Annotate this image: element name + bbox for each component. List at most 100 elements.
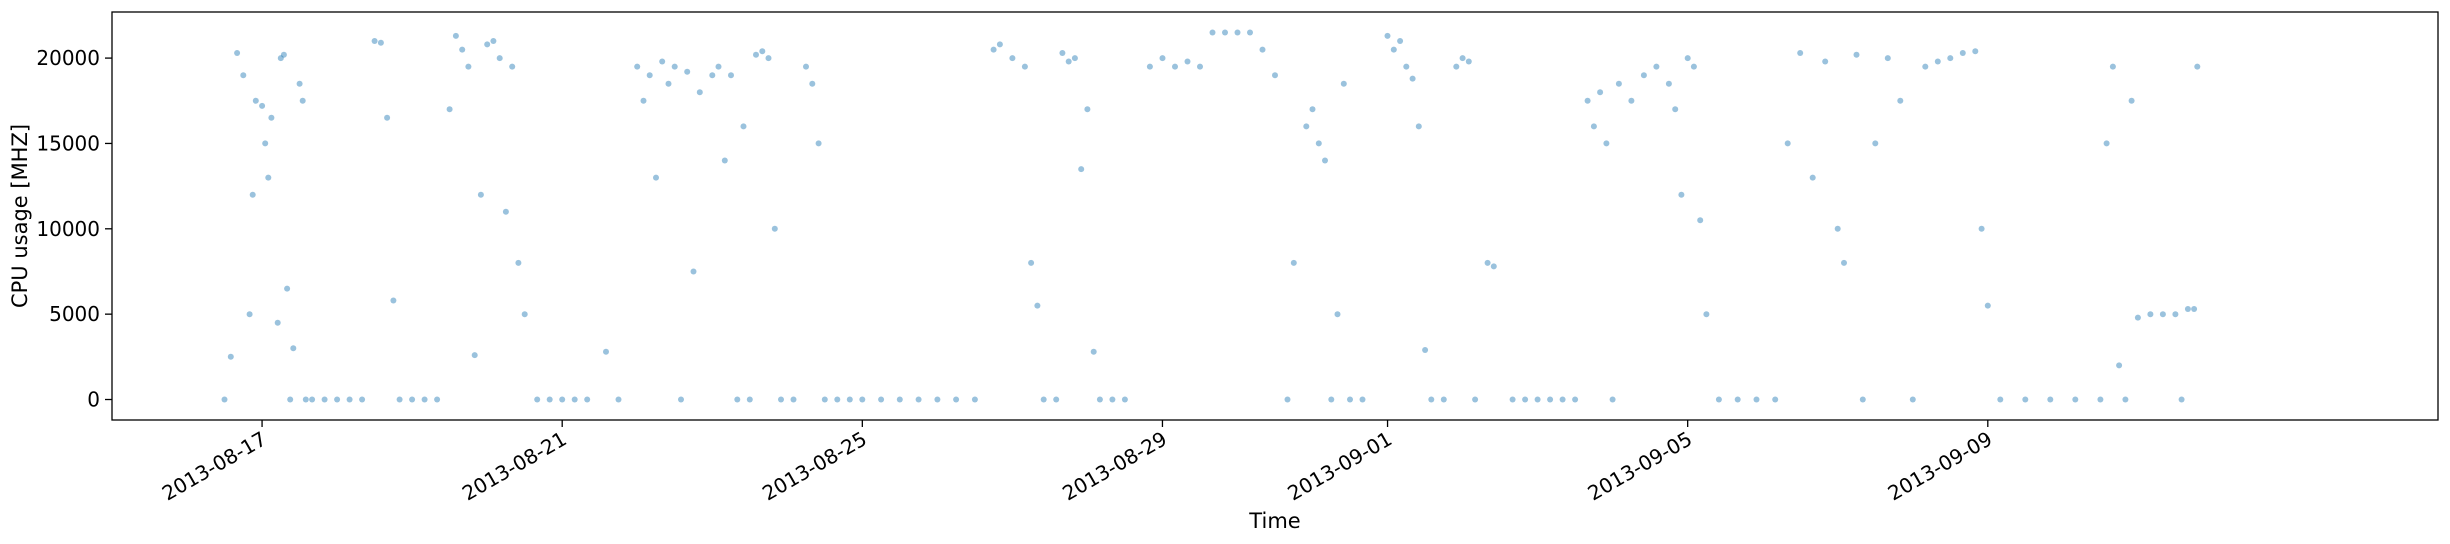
- data-point: [1472, 396, 1479, 403]
- data-point: [1078, 166, 1085, 173]
- data-point: [1071, 55, 1078, 62]
- data-point: [259, 102, 266, 109]
- data-point: [678, 396, 684, 403]
- data-point: [1303, 123, 1310, 130]
- data-point: [1146, 63, 1153, 70]
- data-point: [515, 259, 522, 266]
- data-point: [728, 72, 734, 79]
- data-point: [409, 396, 416, 403]
- data-point: [1359, 396, 1366, 403]
- data-point: [1484, 259, 1491, 266]
- x-tick-label: 2013-08-17: [158, 427, 271, 506]
- data-point: [559, 396, 566, 403]
- data-point: [484, 41, 491, 48]
- data-point: [2109, 63, 2116, 70]
- data-point: [571, 396, 578, 403]
- data-point: [1028, 259, 1035, 266]
- x-tick-label: 2013-09-05: [1584, 427, 1697, 506]
- data-point: [809, 80, 816, 87]
- data-point: [502, 208, 509, 215]
- data-point: [477, 191, 484, 198]
- data-point: [1640, 72, 1647, 79]
- data-point: [1772, 396, 1779, 403]
- data-point: [262, 140, 269, 147]
- data-point: [1259, 46, 1266, 53]
- data-point: [653, 174, 659, 181]
- data-point: [234, 50, 241, 56]
- data-point: [1347, 396, 1353, 403]
- data-point: [1247, 29, 1253, 36]
- data-point: [1547, 396, 1554, 403]
- data-point: [377, 39, 384, 46]
- data-point: [746, 396, 753, 403]
- data-point: [715, 63, 722, 70]
- data-point: [471, 352, 478, 359]
- data-point: [296, 80, 303, 87]
- x-tick-label: 2013-09-01: [1283, 427, 1396, 506]
- data-point: [2159, 311, 2166, 318]
- data-point: [1841, 259, 1847, 266]
- data-point: [284, 285, 291, 292]
- data-point: [1440, 396, 1447, 403]
- data-point: [390, 297, 397, 304]
- data-point: [1684, 55, 1691, 62]
- data-point: [646, 72, 653, 79]
- x-tick-label: 2013-08-21: [458, 427, 571, 506]
- data-point: [990, 46, 997, 53]
- data-point: [1834, 225, 1841, 232]
- data-point: [2147, 311, 2154, 318]
- data-point: [1509, 396, 1516, 403]
- data-point: [1059, 50, 1066, 56]
- data-point: [346, 396, 353, 403]
- data-point: [1534, 396, 1541, 403]
- data-point: [971, 396, 978, 403]
- data-point: [1422, 347, 1429, 353]
- data-point: [1959, 50, 1966, 56]
- data-point: [227, 353, 234, 360]
- data-point: [790, 396, 797, 403]
- y-axis-label: CPU usage [MHZ]: [8, 124, 32, 308]
- data-point: [1284, 396, 1291, 403]
- data-point: [1428, 396, 1435, 403]
- data-point: [1453, 63, 1460, 70]
- data-point: [896, 396, 903, 403]
- data-point: [734, 396, 741, 403]
- x-tick-label: 2013-09-09: [1884, 427, 1997, 506]
- data-point: [1272, 72, 1278, 79]
- data-point: [287, 396, 294, 403]
- data-point: [1309, 106, 1316, 113]
- data-point: [2116, 362, 2123, 369]
- data-point: [274, 319, 281, 326]
- data-point: [1822, 58, 1829, 65]
- data-point: [1234, 29, 1241, 36]
- data-point: [1609, 396, 1616, 403]
- data-point: [246, 311, 253, 318]
- data-point: [2128, 97, 2135, 104]
- data-point: [1109, 396, 1116, 403]
- data-point: [280, 51, 287, 58]
- data-point: [249, 191, 256, 198]
- data-point: [1690, 63, 1697, 70]
- data-point: [1159, 55, 1166, 62]
- data-point: [421, 396, 428, 403]
- data-point: [302, 396, 309, 403]
- data-point: [334, 396, 341, 403]
- x-axis-label: Time: [1248, 509, 1300, 533]
- y-tick-label: 5000: [49, 302, 100, 326]
- data-point: [2103, 140, 2110, 147]
- y-tick-label: 20000: [36, 46, 100, 70]
- data-point: [1997, 396, 2004, 403]
- data-point: [1209, 29, 1216, 36]
- data-point: [1678, 191, 1685, 198]
- data-point: [359, 396, 366, 403]
- data-point: [1559, 396, 1566, 403]
- data-point: [371, 38, 378, 44]
- data-point: [1390, 46, 1397, 53]
- data-point: [240, 72, 247, 79]
- data-point: [915, 396, 922, 403]
- data-point: [1909, 396, 1916, 403]
- data-point: [2047, 396, 2054, 403]
- data-point: [1572, 396, 1579, 403]
- x-axis: 2013-08-17 2013-08-21 2013-08-25 2013-08-29…: [158, 420, 1996, 505]
- data-point: [434, 396, 441, 403]
